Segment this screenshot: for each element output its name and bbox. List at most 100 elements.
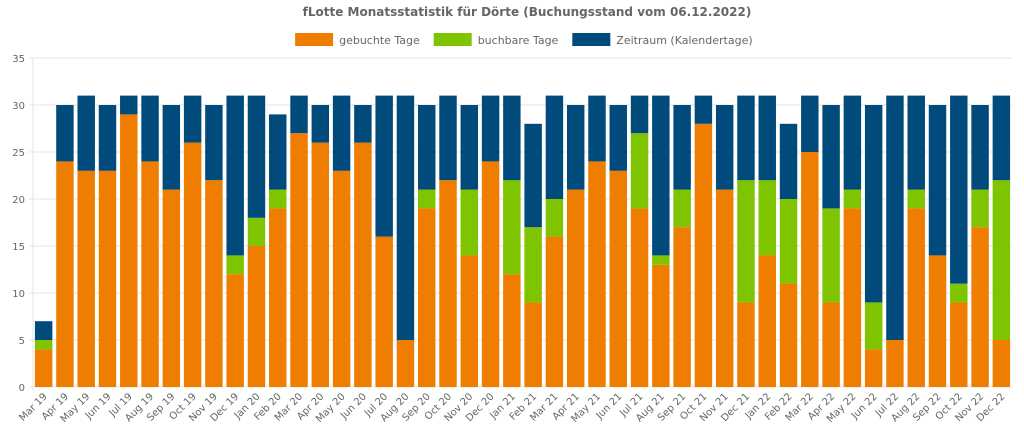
bar-segment bbox=[694, 95, 713, 124]
bar-segment bbox=[354, 105, 372, 143]
bar-segment bbox=[247, 217, 266, 246]
bar-segment bbox=[630, 133, 649, 209]
bar-segment bbox=[950, 283, 968, 303]
bar-segment bbox=[98, 170, 117, 387]
bar-segment bbox=[992, 95, 1011, 181]
chart-title: fLotte Monatsstatistik für Dörte (Buchun… bbox=[303, 5, 752, 19]
bar-segment bbox=[545, 95, 564, 199]
bar-segment bbox=[375, 95, 393, 237]
legend-swatch[interactable] bbox=[433, 33, 472, 46]
bar-segment bbox=[566, 105, 585, 190]
bar-segment bbox=[779, 283, 798, 387]
bar-segment bbox=[715, 105, 734, 190]
bar-segment bbox=[737, 95, 755, 181]
bar-segment bbox=[311, 105, 330, 143]
bar-segment bbox=[907, 208, 925, 387]
bar-segment bbox=[758, 95, 776, 181]
legend-label[interactable]: buchbare Tage bbox=[478, 34, 559, 47]
bar-segment bbox=[503, 274, 521, 387]
bar-segment bbox=[737, 180, 755, 303]
bar-segment bbox=[98, 105, 117, 171]
bar-segment bbox=[950, 95, 968, 284]
bar-segment bbox=[503, 180, 521, 275]
y-tick-label: 20 bbox=[12, 195, 25, 206]
bar-segment bbox=[950, 302, 968, 387]
legend: gebuchte Tage buchbare Tage Zeitraum (Kale… bbox=[295, 33, 753, 47]
bar-segment bbox=[843, 95, 862, 190]
bar-segment bbox=[694, 123, 713, 388]
bar-segment bbox=[588, 161, 606, 387]
legend-swatch[interactable] bbox=[572, 33, 611, 46]
bar-segment bbox=[332, 95, 351, 171]
bar-segment bbox=[226, 274, 244, 387]
bar-segment bbox=[545, 236, 564, 387]
bar-segment bbox=[673, 227, 691, 387]
bar-segment bbox=[673, 189, 691, 228]
y-tick-label: 30 bbox=[12, 101, 25, 112]
legend-swatch[interactable] bbox=[295, 33, 334, 46]
bar-segment bbox=[843, 208, 862, 387]
bar-segment bbox=[822, 302, 840, 387]
bar-segment bbox=[864, 105, 883, 303]
bar-segment bbox=[822, 105, 840, 209]
bar-segment bbox=[183, 142, 202, 387]
bar-segment bbox=[588, 95, 606, 162]
bar-segment bbox=[652, 95, 670, 256]
bar-segment bbox=[290, 133, 308, 387]
bar-segment bbox=[34, 340, 53, 350]
bar-segment bbox=[545, 199, 564, 237]
bar-segment bbox=[141, 161, 159, 387]
bar-segment bbox=[801, 95, 819, 152]
bar-segment bbox=[396, 340, 415, 387]
bar-segment bbox=[247, 246, 266, 387]
bar-segment bbox=[971, 227, 989, 387]
bar-segment bbox=[375, 236, 393, 387]
bar-segment bbox=[758, 255, 776, 387]
bar-segment bbox=[77, 95, 95, 171]
bar-segment bbox=[864, 302, 883, 350]
bar-segment bbox=[843, 189, 862, 209]
bar-segment bbox=[34, 349, 53, 387]
bar-segment bbox=[269, 114, 287, 190]
bar-segment bbox=[34, 321, 53, 340]
bar-segment bbox=[566, 189, 585, 387]
y-tick-label: 0 bbox=[19, 383, 25, 394]
bar-segment bbox=[886, 340, 904, 387]
bar-segment bbox=[141, 95, 159, 162]
bar-segment bbox=[439, 180, 457, 387]
legend-label[interactable]: Zeitraum (Kalendertage) bbox=[616, 34, 752, 47]
bar-segment bbox=[481, 161, 500, 387]
bar-segment bbox=[524, 302, 542, 387]
bar-segment bbox=[418, 189, 436, 209]
bar-segment bbox=[737, 302, 755, 387]
bar-segment bbox=[77, 170, 95, 387]
bar-segment bbox=[524, 123, 542, 228]
bar-segment bbox=[630, 95, 649, 134]
bar-segment bbox=[652, 264, 670, 387]
bar-segment bbox=[609, 170, 627, 387]
bar-segment bbox=[439, 95, 457, 181]
legend-label[interactable]: gebuchte Tage bbox=[339, 34, 420, 47]
bar-segment bbox=[886, 95, 904, 340]
bars bbox=[34, 95, 1011, 388]
bar-segment bbox=[226, 255, 244, 275]
bar-segment bbox=[481, 95, 500, 162]
bar-segment bbox=[205, 180, 223, 387]
bar-segment bbox=[418, 208, 436, 387]
bar-segment bbox=[992, 180, 1011, 340]
bar-segment bbox=[354, 142, 372, 387]
bar-segment bbox=[332, 170, 351, 387]
bar-segment bbox=[715, 189, 734, 387]
bar-segment bbox=[609, 105, 627, 171]
bar-segment bbox=[311, 142, 330, 387]
y-tick-label: 10 bbox=[12, 289, 25, 300]
bar-segment bbox=[503, 95, 521, 181]
y-tick-label: 15 bbox=[12, 242, 25, 253]
bar-segment bbox=[120, 114, 138, 388]
y-tick-label: 5 bbox=[19, 336, 25, 347]
bar-segment bbox=[56, 105, 74, 162]
bar-segment bbox=[460, 189, 479, 256]
bar-segment bbox=[460, 105, 479, 190]
